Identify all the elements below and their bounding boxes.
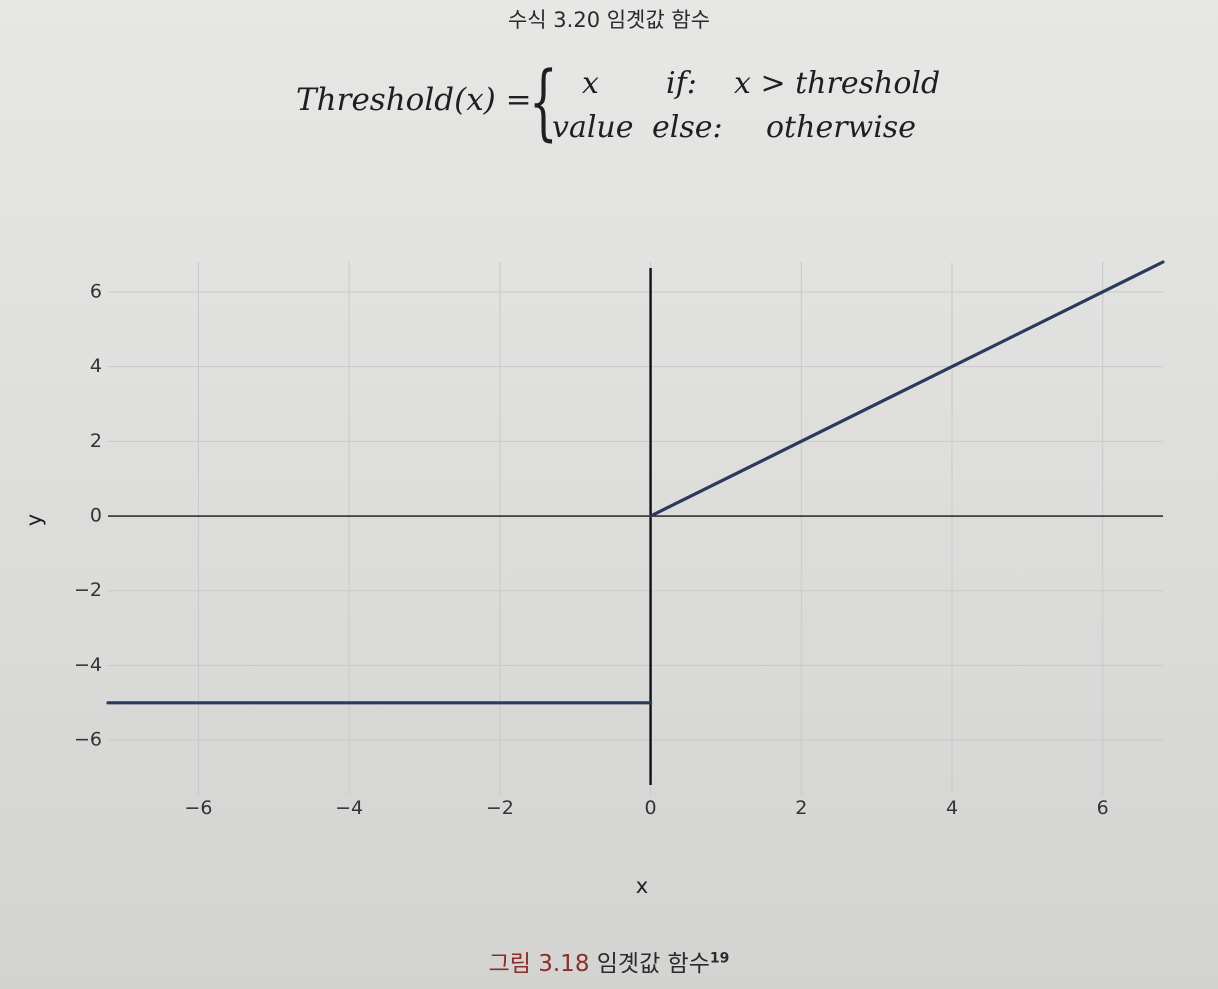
y-tick-label: −2 (74, 579, 102, 601)
formula-brace: { (529, 55, 558, 150)
formula-row2-condition: else: (652, 110, 723, 145)
y-tick-label: 2 (90, 430, 102, 452)
x-tick-label: 6 (1097, 797, 1109, 819)
caption-label: 그림 3.18 (488, 951, 590, 977)
formula-row1-rule: x > threshold (734, 66, 941, 101)
x-tick-label: 0 (645, 797, 657, 819)
formula-row1-condition: if: (666, 66, 697, 101)
figure-caption: 그림 3.18 임곗값 함수19 (0, 944, 1218, 978)
caption-text: 임곗값 함수 (596, 951, 710, 977)
x-tick-label: −2 (486, 797, 514, 819)
y-tick-label: 0 (90, 505, 102, 527)
formula-row1-value: x (582, 66, 599, 101)
y-tick-label: −6 (74, 729, 102, 751)
tick-labels: −6 −4 −2 0 2 4 6 −6 −4 −2 0 2 4 6 (74, 280, 1109, 819)
x-tick-label: 4 (946, 797, 958, 819)
caption-footnote: 19 (709, 950, 730, 967)
series (106, 260, 1165, 705)
y-tick-label: −4 (74, 654, 102, 676)
y-tick-label: 4 (90, 355, 102, 377)
series-line-1 (648, 260, 1165, 518)
formula-row2-rule: otherwise (766, 110, 916, 145)
y-tick-label: 6 (90, 280, 102, 302)
formula-lhs: Threshold(x) = (296, 82, 532, 118)
y-axis-label: y (22, 514, 46, 526)
x-tick-label: −4 (335, 797, 363, 819)
x-tick-label: 2 (795, 797, 807, 819)
x-axis-label: x (636, 874, 648, 898)
x-tick-label: −6 (184, 797, 212, 819)
axes (108, 268, 1163, 785)
threshold-formula: Threshold(x) = { x if: x > threshold val… (296, 58, 976, 158)
formula-row2-value: value (552, 110, 634, 145)
equation-heading: 수식 3.20 임곗값 함수 (507, 8, 711, 32)
